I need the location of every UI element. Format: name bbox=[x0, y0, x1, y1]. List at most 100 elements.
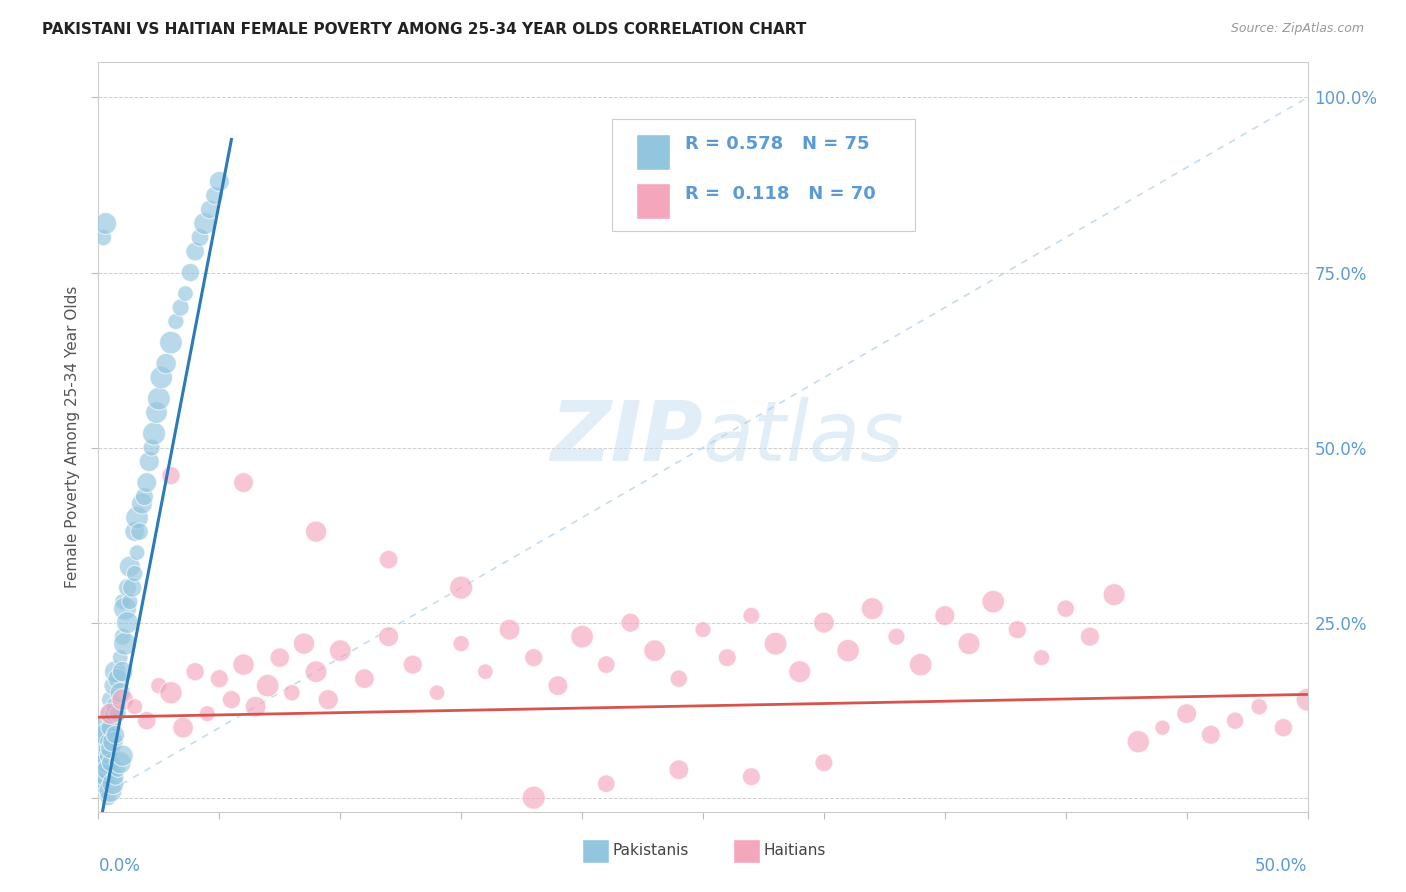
Point bbox=[813, 756, 835, 770]
Point bbox=[204, 188, 226, 202]
Point bbox=[107, 672, 129, 686]
Point bbox=[377, 552, 399, 566]
Point bbox=[91, 734, 114, 748]
Bar bbox=[734, 838, 759, 863]
Point bbox=[1296, 692, 1319, 706]
Point bbox=[1007, 623, 1029, 637]
Point bbox=[160, 686, 183, 700]
Point bbox=[813, 615, 835, 630]
Point bbox=[188, 230, 211, 244]
Point bbox=[148, 679, 170, 693]
Point bbox=[165, 314, 187, 328]
Text: 0.0%: 0.0% bbox=[98, 856, 141, 875]
Point bbox=[100, 706, 122, 721]
Point bbox=[1175, 706, 1198, 721]
Point bbox=[141, 441, 163, 455]
Point bbox=[523, 650, 546, 665]
Point bbox=[184, 244, 207, 259]
Point bbox=[104, 728, 127, 742]
Point bbox=[108, 686, 131, 700]
Text: Source: ZipAtlas.com: Source: ZipAtlas.com bbox=[1230, 22, 1364, 36]
Point bbox=[571, 630, 593, 644]
Point bbox=[111, 630, 134, 644]
Text: atlas: atlas bbox=[703, 397, 904, 477]
Point bbox=[1078, 630, 1101, 644]
Point bbox=[194, 217, 217, 231]
Point bbox=[765, 637, 787, 651]
Point bbox=[1223, 714, 1246, 728]
Point bbox=[121, 581, 143, 595]
Point bbox=[644, 643, 666, 657]
Point bbox=[1249, 699, 1271, 714]
Point bbox=[402, 657, 425, 672]
Point bbox=[523, 790, 546, 805]
Point bbox=[498, 623, 520, 637]
Point bbox=[97, 748, 120, 763]
Point bbox=[138, 454, 160, 468]
Bar bbox=[582, 838, 609, 863]
Point bbox=[281, 686, 304, 700]
Text: Pakistanis: Pakistanis bbox=[613, 843, 689, 858]
Point bbox=[124, 566, 146, 581]
Point bbox=[474, 665, 496, 679]
Point bbox=[94, 741, 117, 756]
Bar bbox=[637, 134, 671, 169]
Point bbox=[160, 335, 183, 350]
Point bbox=[100, 783, 122, 797]
Point bbox=[134, 490, 156, 504]
Point bbox=[97, 706, 120, 721]
Point bbox=[305, 524, 328, 539]
Text: R =  0.118   N = 70: R = 0.118 N = 70 bbox=[685, 185, 876, 202]
Point bbox=[547, 679, 569, 693]
Point bbox=[101, 706, 124, 721]
Point bbox=[135, 475, 157, 490]
Point bbox=[450, 581, 472, 595]
Point bbox=[1199, 728, 1222, 742]
Point bbox=[668, 763, 690, 777]
Point bbox=[107, 763, 129, 777]
Point bbox=[195, 706, 218, 721]
Point bbox=[117, 581, 139, 595]
Text: Haitians: Haitians bbox=[763, 843, 825, 858]
FancyBboxPatch shape bbox=[613, 119, 915, 231]
Point bbox=[111, 594, 134, 608]
Point bbox=[910, 657, 932, 672]
Point bbox=[934, 608, 956, 623]
Point bbox=[118, 594, 141, 608]
Point bbox=[97, 790, 120, 805]
Point bbox=[981, 594, 1004, 608]
Point bbox=[94, 756, 117, 770]
Point bbox=[128, 524, 150, 539]
Point bbox=[886, 630, 908, 644]
Point bbox=[619, 615, 641, 630]
Point bbox=[90, 777, 112, 791]
Point bbox=[1272, 721, 1295, 735]
Point bbox=[114, 601, 136, 615]
Point bbox=[135, 714, 157, 728]
Point bbox=[127, 510, 149, 524]
Y-axis label: Female Poverty Among 25-34 Year Olds: Female Poverty Among 25-34 Year Olds bbox=[65, 286, 80, 588]
Point bbox=[232, 475, 254, 490]
Point bbox=[107, 706, 129, 721]
Point bbox=[104, 699, 127, 714]
Point bbox=[256, 679, 278, 693]
Point bbox=[740, 770, 762, 784]
Point bbox=[90, 770, 112, 784]
Point bbox=[91, 763, 114, 777]
Point bbox=[114, 637, 136, 651]
Point bbox=[595, 777, 617, 791]
Point bbox=[1031, 650, 1053, 665]
Point bbox=[716, 650, 738, 665]
Point bbox=[97, 763, 120, 777]
Point bbox=[184, 665, 207, 679]
Point bbox=[94, 728, 117, 742]
Point bbox=[305, 665, 328, 679]
Point bbox=[127, 546, 149, 560]
Point bbox=[329, 643, 352, 657]
Point bbox=[101, 777, 124, 791]
Point bbox=[377, 630, 399, 644]
Point bbox=[100, 756, 122, 770]
Point bbox=[1102, 588, 1125, 602]
Point bbox=[316, 692, 339, 706]
Point bbox=[94, 217, 117, 231]
